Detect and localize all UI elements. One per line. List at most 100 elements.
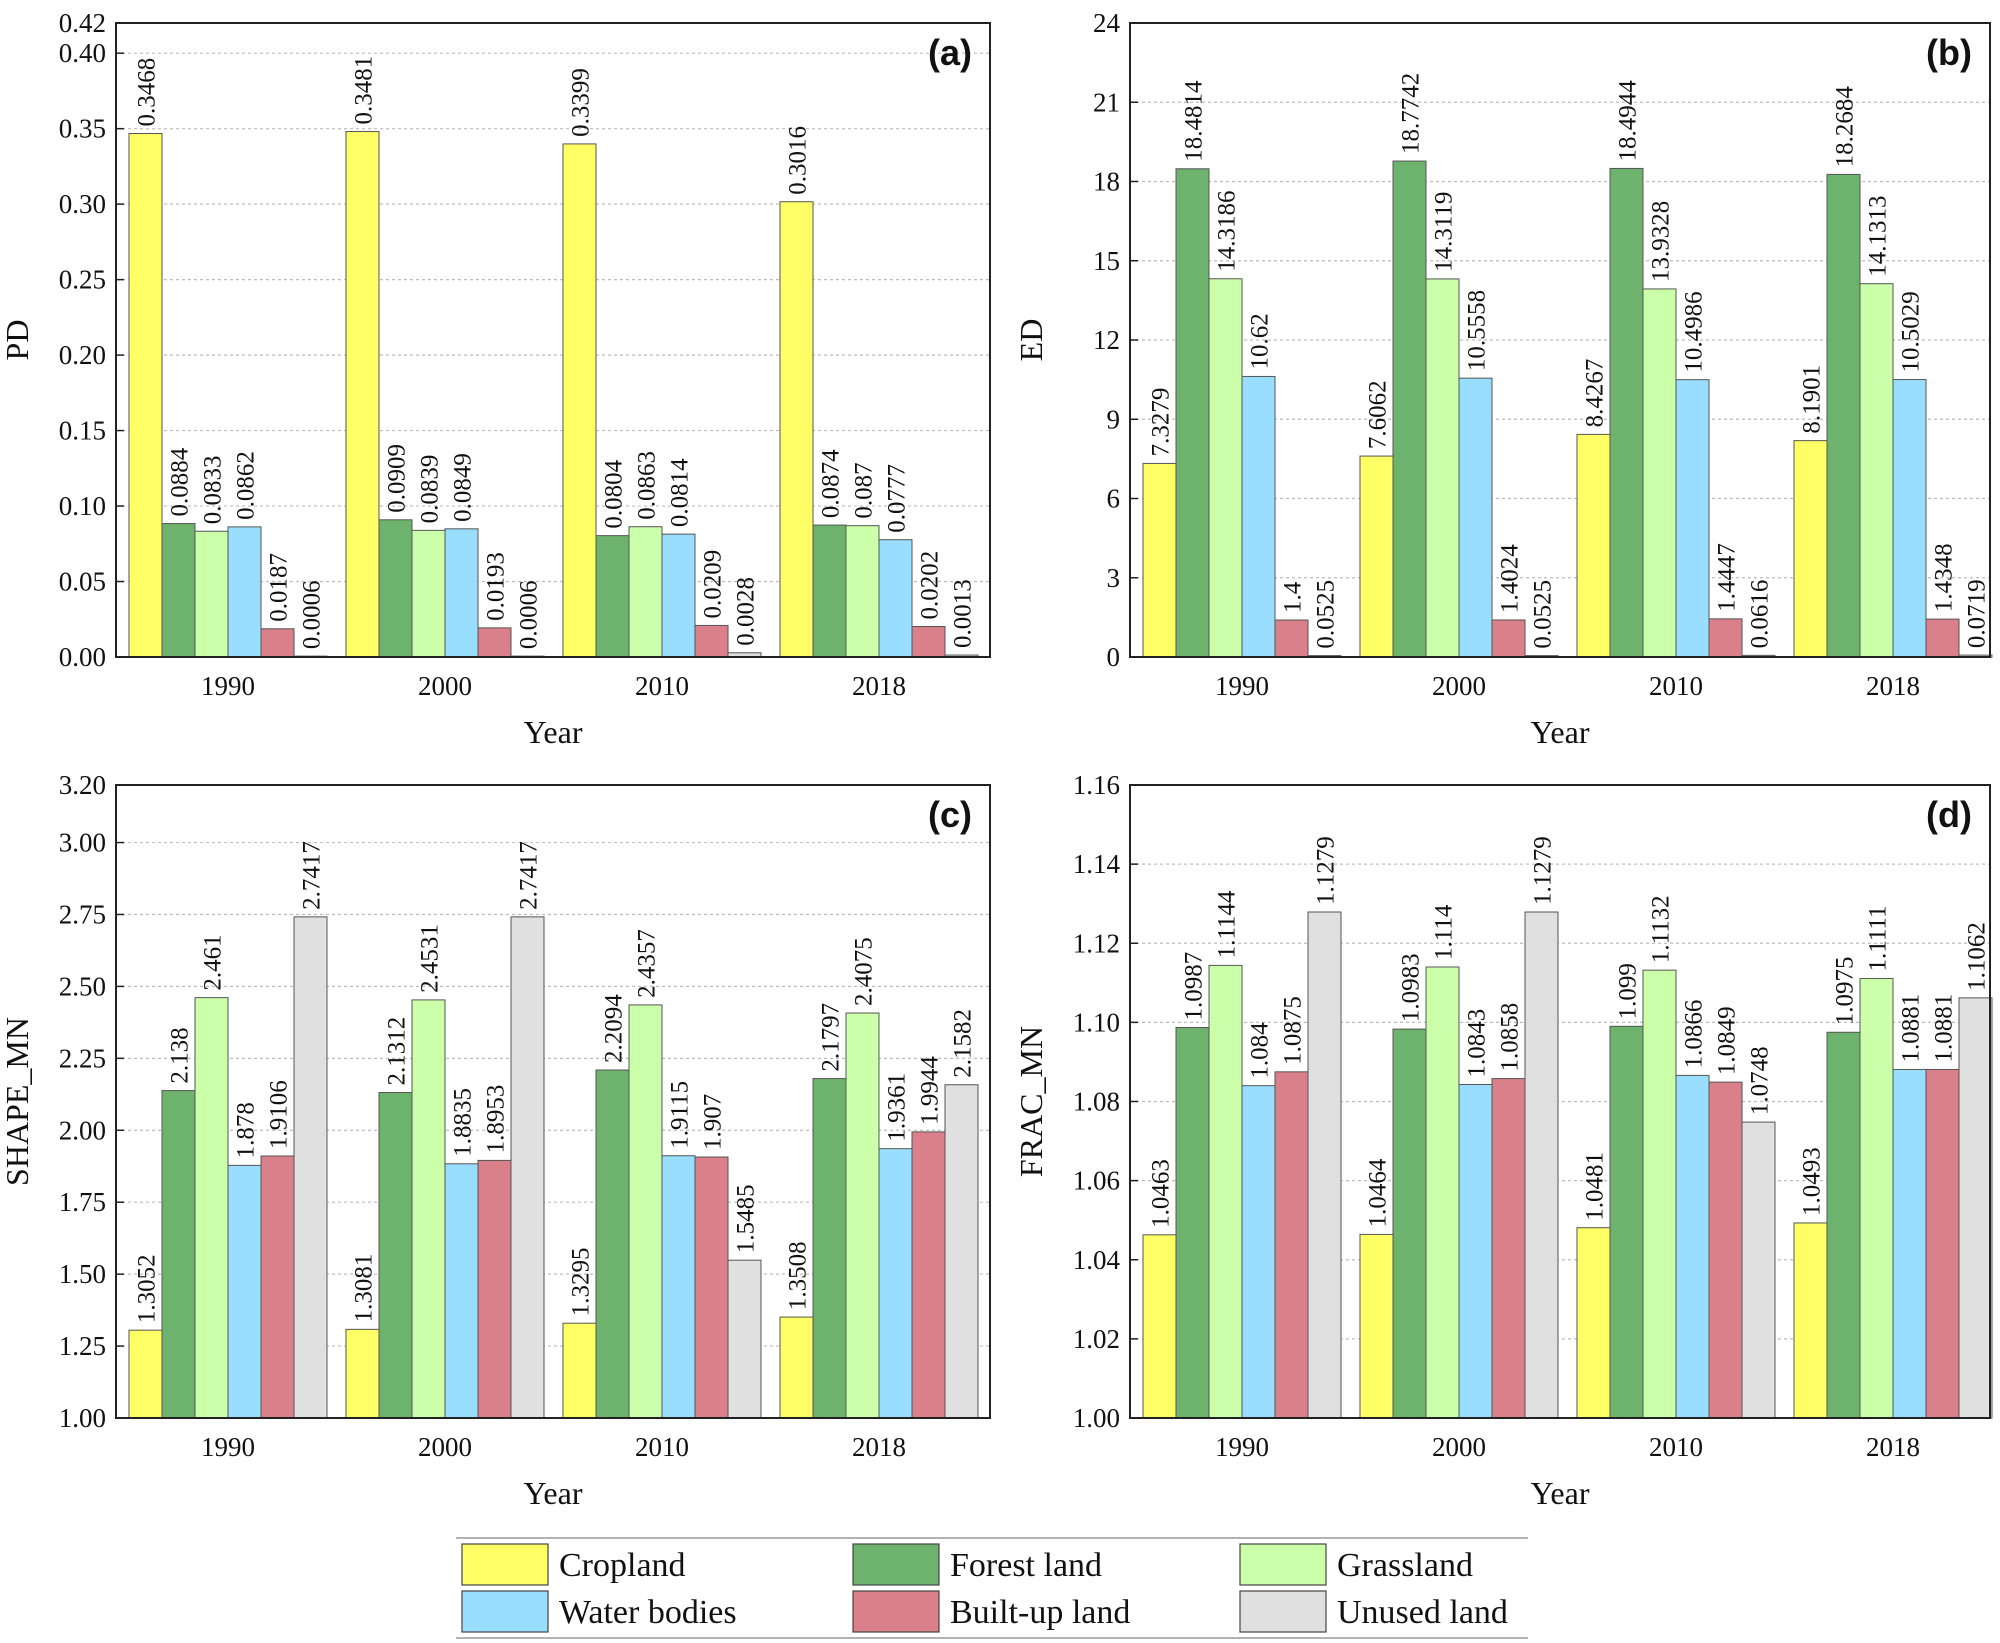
y-tick-label: 1.06 xyxy=(1073,1166,1120,1196)
y-tick-label: 1.12 xyxy=(1073,928,1120,958)
data-label: 1.1111 xyxy=(1865,905,1892,971)
bar-forest-land-2018 xyxy=(1826,1031,1861,1419)
y-tick-label: 0.35 xyxy=(59,114,106,144)
bar-water-bodies-1990 xyxy=(227,1164,262,1419)
y-axis-title: ED xyxy=(1013,319,1049,362)
x-tick-label: 1990 xyxy=(1215,1432,1269,1462)
data-label: 0.0884 xyxy=(167,447,194,516)
bar-water-bodies-1990 xyxy=(227,526,262,658)
y-tick-label: 0.30 xyxy=(59,189,106,219)
y-tick-label: 1.10 xyxy=(1073,1007,1120,1037)
bar-water-bodies-2018 xyxy=(1892,1068,1927,1419)
bar-forest-land-1990 xyxy=(1175,1027,1210,1419)
y-tick-label: 1.75 xyxy=(59,1187,106,1217)
legend-label: Forest land xyxy=(950,1547,1102,1584)
bar-water-bodies-2000 xyxy=(1458,1083,1493,1419)
y-tick-label: 1.16 xyxy=(1073,770,1120,800)
data-label: 2.4531 xyxy=(417,924,444,993)
x-tick-label: 2018 xyxy=(852,1432,906,1462)
data-label: 0.0862 xyxy=(233,451,260,520)
x-tick-label: 1990 xyxy=(201,671,255,701)
data-label: 0.0013 xyxy=(950,579,977,648)
data-label: 0.0006 xyxy=(299,580,326,649)
y-tick-label: 3 xyxy=(1107,563,1121,593)
y-tick-label: 2.75 xyxy=(59,899,106,929)
y-tick-label: 3.00 xyxy=(59,828,106,858)
data-label: 1.3052 xyxy=(134,1254,161,1323)
bar-water-bodies-2018 xyxy=(1892,379,1927,658)
data-label: 13.9328 xyxy=(1648,201,1675,282)
y-tick-label: 0.15 xyxy=(59,416,106,446)
bar-grassland-1990 xyxy=(1208,964,1243,1419)
x-tick-label: 2000 xyxy=(1432,1432,1486,1462)
data-label: 0.0874 xyxy=(818,449,845,518)
chart-panel-1: 0 3 6 9 12 15 18 21 24 7.3279 18.4814 14.3186 10.62 1… xyxy=(1013,8,1993,750)
legend-swatch-built-up-land xyxy=(852,1590,940,1633)
data-label: 18.2684 xyxy=(1832,86,1859,168)
data-label: 1.9361 xyxy=(884,1073,911,1142)
x-axis-title: Year xyxy=(524,714,583,750)
data-label: 1.0481 xyxy=(1582,1152,1609,1221)
data-label: 1.0875 xyxy=(1280,996,1307,1065)
data-label: 2.2094 xyxy=(601,994,628,1063)
bar-water-bodies-1990 xyxy=(1241,375,1276,658)
data-label: 1.1279 xyxy=(1313,836,1340,905)
data-label: 0.0193 xyxy=(483,552,510,621)
data-label: 18.7742 xyxy=(1398,73,1425,154)
bar-built-up-land-1990 xyxy=(1274,619,1309,658)
data-label: 0.0006 xyxy=(516,580,543,649)
bar-grassland-2000 xyxy=(1425,966,1460,1419)
data-label: 0.0719 xyxy=(1964,579,1991,648)
x-axis-title: Year xyxy=(1531,1475,1590,1511)
data-label: 1.5485 xyxy=(733,1184,760,1253)
bar-grassland-2018 xyxy=(1859,283,1894,658)
data-label: 2.1582 xyxy=(950,1009,977,1078)
bar-water-bodies-2000 xyxy=(1458,377,1493,658)
y-tick-label: 18 xyxy=(1093,167,1120,197)
data-label: 1.4 xyxy=(1280,581,1307,613)
y-tick-label: 0.42 xyxy=(59,8,106,38)
y-tick-label: 1.14 xyxy=(1073,849,1121,879)
data-label: 1.099 xyxy=(1615,963,1642,1019)
data-label: 1.3508 xyxy=(785,1241,812,1310)
data-label: 2.7417 xyxy=(516,841,543,910)
data-label: 1.907 xyxy=(700,1094,727,1150)
data-label: 1.8953 xyxy=(483,1085,510,1154)
y-tick-label: 1.25 xyxy=(59,1331,106,1361)
bar-cropland-1990 xyxy=(1142,1234,1177,1419)
bar-water-bodies-1990 xyxy=(1241,1085,1276,1419)
x-tick-label: 2018 xyxy=(1866,671,1920,701)
data-label: 1.3295 xyxy=(568,1247,595,1316)
data-label: 14.3186 xyxy=(1214,191,1241,272)
bar-built-up-land-2018 xyxy=(911,1131,946,1419)
data-label: 10.5558 xyxy=(1464,290,1491,371)
y-tick-label: 0.10 xyxy=(59,491,106,521)
bar-forest-land-2018 xyxy=(812,1078,847,1419)
plot-frame xyxy=(1129,22,1991,658)
bar-water-bodies-2018 xyxy=(878,1148,913,1419)
data-label: 1.1144 xyxy=(1214,890,1241,958)
bar-cropland-2000 xyxy=(345,131,380,658)
y-tick-label: 2.00 xyxy=(59,1115,106,1145)
data-label: 1.0858 xyxy=(1497,1003,1524,1072)
x-tick-label: 2000 xyxy=(418,671,472,701)
data-label: 0.0209 xyxy=(700,550,727,619)
bar-forest-land-1990 xyxy=(161,523,196,658)
bar-grassland-1990 xyxy=(194,997,229,1419)
y-tick-label: 9 xyxy=(1107,404,1121,434)
bar-built-up-land-2000 xyxy=(1491,1078,1526,1419)
bar-built-up-land-2010 xyxy=(694,624,729,658)
data-label: 0.087 xyxy=(851,462,878,518)
bar-grassland-1990 xyxy=(1208,278,1243,658)
y-tick-label: 0 xyxy=(1107,642,1121,672)
bar-forest-land-2000 xyxy=(378,1092,413,1419)
data-label: 0.0028 xyxy=(733,577,760,646)
legend: Cropland Forest land Grassland Water bodies… xyxy=(456,1537,1528,1639)
bar-cropland-2010 xyxy=(1576,433,1611,658)
y-tick-label: 0.00 xyxy=(59,642,106,672)
y-tick-label: 2.25 xyxy=(59,1043,106,1073)
data-label: 0.0525 xyxy=(1530,580,1557,649)
data-label: 1.0464 xyxy=(1365,1158,1392,1227)
bar-grassland-2010 xyxy=(628,1004,663,1419)
bar-forest-land-2010 xyxy=(1609,1025,1644,1419)
